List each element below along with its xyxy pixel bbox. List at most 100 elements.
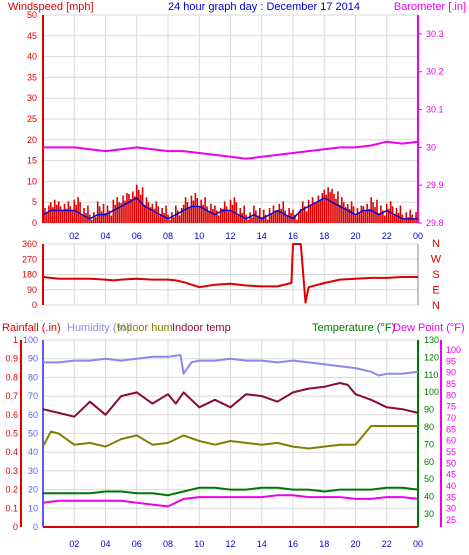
- dew-point-tick-label: 60: [446, 436, 456, 446]
- wind-average-line: [42, 197, 418, 220]
- climate-x-tick-label: 12: [225, 539, 235, 549]
- climate-x-tick-label: 22: [382, 539, 392, 549]
- direction-series: [42, 243, 418, 304]
- climate-x-tick-label: 02: [69, 539, 79, 549]
- direction-tick-label: 0: [32, 300, 37, 310]
- wind-x-axis: 02 04 06 08 10 12 14 16 18 20 22 00: [69, 231, 423, 241]
- temperature-tick-label: 100: [424, 387, 439, 397]
- compass-label: W: [431, 254, 442, 266]
- temperature-line: [43, 486, 419, 497]
- barometer-line: [43, 140, 419, 160]
- dew-point-tick-label: 75: [446, 402, 456, 412]
- barometer-tick-label: 29.8: [426, 218, 444, 228]
- climate-x-tick-label: 08: [163, 539, 173, 549]
- humidity-tick-label: 70: [28, 391, 38, 401]
- barometer-tick-label: 30.2: [426, 67, 444, 77]
- wind-x-tick-label: 02: [69, 231, 79, 241]
- windspeed-tick-label: 20: [27, 135, 37, 145]
- dew-point-tick-label: 25: [446, 515, 456, 525]
- humidity-tick-label: 20: [28, 485, 38, 495]
- climate-panel: Rainfall (.in) Humidity (%) Indoor hum I…: [2, 322, 465, 549]
- climate-x-tick-label: 04: [100, 539, 110, 549]
- climate-x-tick-label: 00: [413, 539, 423, 549]
- wind-x-tick-label: 08: [163, 231, 173, 241]
- humidity-tick-label: 80: [28, 372, 38, 382]
- wind-x-tick-label: 10: [194, 231, 204, 241]
- humidity-tick-label: 100: [23, 335, 38, 345]
- barometer-axis-label: Barometer [.in]: [394, 1, 466, 13]
- climate-axes: 00.10.20.30.40.50.60.70.80.9101020304050…: [5, 335, 461, 532]
- climate-x-tick-label: 16: [288, 539, 298, 549]
- wind-x-tick-label: 04: [100, 231, 110, 241]
- compass-label: E: [432, 285, 439, 297]
- barometer-tick-label: 30.3: [426, 29, 444, 39]
- climate-x-axis: 02 04 06 08 10 12 14 16 18 20 22 00: [69, 539, 423, 549]
- barometer-axis: 29.8 29.9 30 30.1 30.2 30.3: [417, 15, 444, 228]
- dew-point-tick-label: 80: [446, 390, 456, 400]
- windspeed-tick-label: 10: [27, 176, 37, 186]
- wind-x-tick-label: 16: [288, 231, 298, 241]
- indoor-temperature-line: [42, 382, 419, 418]
- climate-grid: [43, 339, 419, 528]
- windspeed-tick-label: 5: [32, 197, 37, 207]
- temperature-tick-label: 90: [424, 405, 434, 415]
- wind-x-tick-label: 06: [132, 231, 142, 241]
- temperature-tick-label: 80: [424, 422, 434, 432]
- indoor-humidity-line: [42, 425, 418, 450]
- windspeed-tick-label: 35: [27, 72, 37, 82]
- humidity-line: [43, 354, 419, 377]
- dew-point-tick-label: 45: [446, 470, 456, 480]
- rain-tick-label: 0.6: [5, 410, 18, 420]
- climate-x-tick-label: 20: [350, 539, 360, 549]
- wind-grid: [43, 14, 419, 224]
- dew-point-tick-label: 50: [446, 458, 456, 468]
- humidity-tick-label: 10: [28, 503, 38, 513]
- windspeed-tick-label: 0: [32, 218, 37, 228]
- humidity-tick-label: 40: [28, 447, 38, 457]
- dew-point-tick-label: 35: [446, 492, 456, 502]
- rain-tick-label: 0: [13, 522, 18, 532]
- dew-point-tick-label: 30: [446, 504, 456, 514]
- temperature-tick-label: 60: [424, 457, 434, 467]
- dew-point-line: [42, 494, 419, 508]
- wind-x-tick-label: 18: [319, 231, 329, 241]
- rain-tick-label: 0.4: [5, 447, 18, 457]
- temperature-tick-label: 120: [424, 352, 439, 362]
- climate-x-tick-label: 10: [194, 539, 204, 549]
- legend-humidity: Humidity (%): [67, 322, 130, 334]
- wind-x-tick-label: 12: [225, 231, 235, 241]
- direction-tick-label: 360: [22, 239, 37, 249]
- wind-x-tick-label: 20: [350, 231, 360, 241]
- dew-point-tick-label: 95: [446, 356, 456, 366]
- compass-label: N: [432, 300, 440, 312]
- barometer-tick-label: 29.9: [426, 180, 444, 190]
- windspeed-tick-label: 25: [27, 114, 37, 124]
- temperature-tick-label: 110: [424, 370, 438, 380]
- rain-tick-label: 0.7: [5, 391, 18, 401]
- humidity-tick-label: 30: [28, 466, 38, 476]
- humidity-tick-label: 90: [28, 354, 38, 364]
- windspeed-axis-label: Windspeed [mph]: [8, 1, 94, 13]
- windspeed-tick-label: 30: [27, 93, 37, 103]
- temperature-tick-label: 70: [424, 439, 434, 449]
- windspeed-tick-label: 40: [27, 52, 37, 62]
- barometer-tick-label: 30.1: [426, 105, 444, 115]
- rain-tick-label: 0.2: [5, 485, 18, 495]
- direction-tick-label: 270: [22, 254, 37, 264]
- dew-point-tick-label: 55: [446, 447, 456, 457]
- graph-title: 24 hour graph day : December 17 2014: [168, 1, 360, 13]
- climate-x-tick-label: 18: [319, 539, 329, 549]
- wind-x-tick-label: 00: [413, 231, 423, 241]
- direction-tick-label: 90: [27, 285, 37, 295]
- windspeed-tick-label: 50: [27, 10, 37, 20]
- windspeed-tick-label: 45: [27, 31, 37, 41]
- rain-tick-label: 0.9: [5, 354, 18, 364]
- rain-tick-label: 0.1: [5, 503, 18, 513]
- rain-tick-label: 1: [13, 335, 18, 345]
- dew-point-tick-label: 85: [446, 379, 456, 389]
- direction-degree-axis: 0 90 180 270 360: [22, 239, 44, 310]
- legend-temperature: Temperature (°F): [312, 322, 395, 334]
- wind-direction-line: [42, 243, 418, 304]
- climate-x-tick-label: 14: [257, 539, 267, 549]
